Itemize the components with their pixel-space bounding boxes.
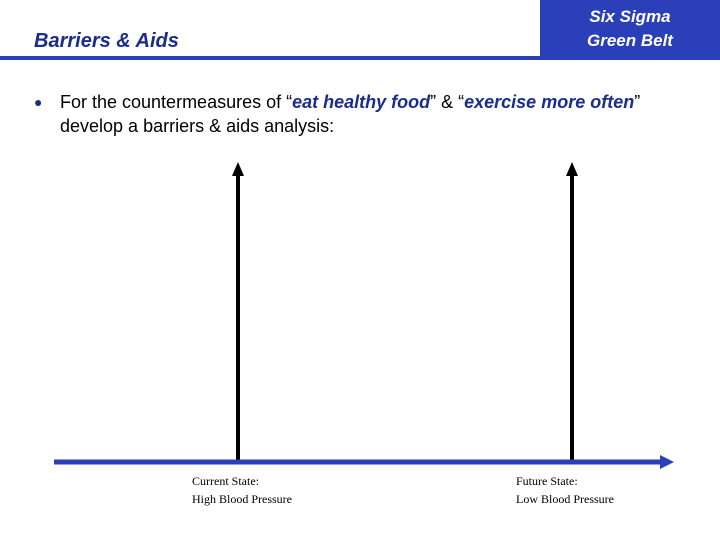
slide-title: Barriers & Aids (34, 30, 179, 52)
instruction-text: For the countermeasures of “eat healthy … (60, 90, 664, 138)
instruction-part-1: For the countermeasures of “ (60, 92, 293, 112)
countermeasure-exercise-more-often: exercise more often (464, 92, 635, 112)
countermeasure-eat-healthy-food: eat healthy food (292, 92, 431, 112)
instruction-part-3: ” develop a barriers & aids analysis: (60, 92, 641, 136)
current-state-label: Current State: High Blood Pressure (192, 472, 292, 508)
header-divider (0, 56, 720, 60)
instruction-part-2: ” & “ (430, 92, 465, 112)
future-state-label: Future State: Low Blood Pressure (516, 472, 614, 508)
badge-line-2: Green Belt (587, 31, 673, 50)
future-state-title: Future State: (516, 474, 578, 488)
future-state-arrowhead-icon (566, 162, 578, 176)
progress-axis-arrowhead-icon (660, 455, 674, 469)
current-state-title: Current State: (192, 474, 259, 488)
future-state-value: Low Blood Pressure (516, 492, 614, 506)
badge-line-1: Six Sigma (589, 7, 671, 26)
current-state-value: High Blood Pressure (192, 492, 292, 506)
course-badge: Six Sigma Green Belt (540, 0, 720, 58)
current-state-arrowhead-icon (232, 162, 244, 176)
instruction-bullet: ● For the countermeasures of “eat health… (34, 90, 664, 138)
bullet-dot-icon: ● (34, 94, 43, 110)
